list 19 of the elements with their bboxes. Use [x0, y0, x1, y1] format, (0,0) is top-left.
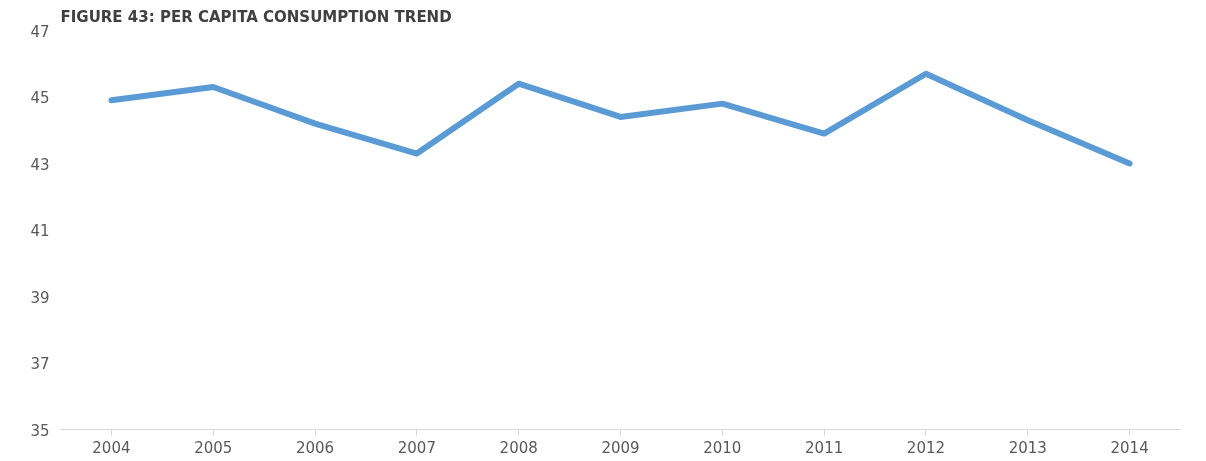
x-tick-label: 2014 [1110, 438, 1149, 457]
chart-title: FIGURE 43: PER CAPITA CONSUMPTION TREND [60, 7, 452, 26]
x-tick-label: 2012 [906, 438, 946, 457]
y-tick-label: 35 [30, 421, 50, 440]
x-tick-label: 2008 [499, 438, 538, 457]
y-tick-label: 41 [30, 222, 50, 240]
y-tick-label: 45 [30, 89, 50, 107]
x-tick-label: 2004 [92, 438, 131, 457]
x-tick-label: 2007 [397, 438, 436, 457]
x-tick-label: 2005 [194, 438, 233, 457]
x-tick-label: 2013 [1008, 438, 1047, 457]
x-tick-label: 2009 [601, 438, 640, 457]
x-tick-label: 2010 [703, 438, 742, 457]
x-tick-label: 2011 [805, 438, 844, 457]
y-tick-label: 47 [30, 22, 50, 41]
y-tick-label: 43 [30, 155, 50, 174]
y-tick-label: 39 [30, 288, 50, 307]
y-tick-label: 37 [30, 355, 50, 373]
x-tick-label: 2006 [295, 438, 335, 457]
